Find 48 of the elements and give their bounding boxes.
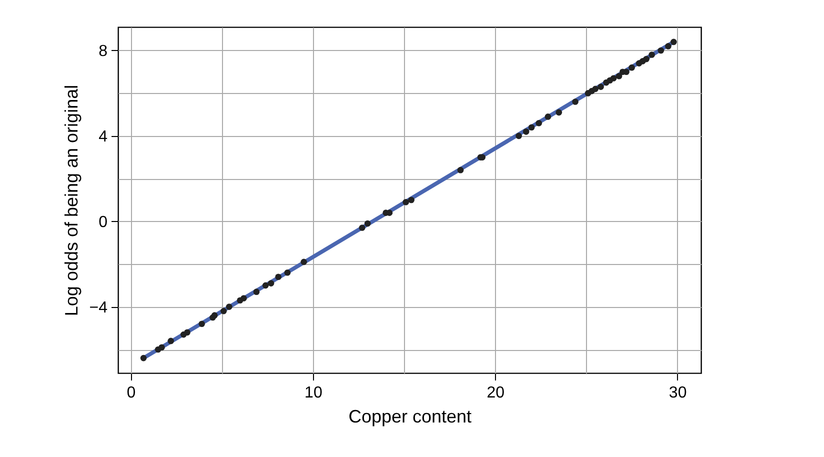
point (665, 43, 672, 50)
point (658, 47, 664, 54)
point (648, 52, 655, 58)
point (140, 354, 147, 362)
point (544, 114, 552, 120)
point (358, 224, 366, 231)
point (198, 320, 205, 328)
y-tick-label: 4 (98, 128, 108, 146)
point (402, 198, 410, 206)
point (522, 128, 530, 135)
point (516, 132, 522, 140)
point (670, 38, 677, 46)
y-tick-label: 0 (98, 214, 108, 231)
point (240, 295, 247, 302)
point (268, 280, 274, 286)
point (168, 338, 174, 344)
x-axis-title: Copper content (348, 406, 472, 426)
point (364, 220, 371, 227)
point (253, 288, 260, 295)
point (184, 329, 190, 336)
point (556, 109, 562, 116)
point (616, 72, 622, 80)
point (220, 308, 227, 314)
point (211, 312, 218, 318)
x-tick-label: 0 (126, 384, 136, 402)
point (528, 124, 535, 131)
point (275, 274, 282, 280)
point (643, 56, 650, 62)
point (226, 304, 232, 310)
point (598, 84, 604, 90)
point (158, 344, 165, 351)
y-tick-label: −4 (89, 299, 108, 316)
y-tick-label: 8 (98, 42, 108, 60)
point (262, 282, 269, 289)
x-tick-label: 10 (304, 384, 322, 402)
y-axis-title: Log odds of being an original (61, 84, 82, 316)
point (623, 68, 630, 76)
point (610, 75, 617, 82)
point (592, 86, 598, 92)
x-tick-label: 30 (668, 384, 687, 402)
point (408, 196, 414, 204)
point (628, 64, 635, 71)
point (457, 166, 464, 174)
point (572, 98, 578, 105)
x-tick-label: 20 (486, 384, 505, 402)
point (536, 120, 542, 126)
point (300, 258, 307, 266)
point (284, 269, 291, 276)
